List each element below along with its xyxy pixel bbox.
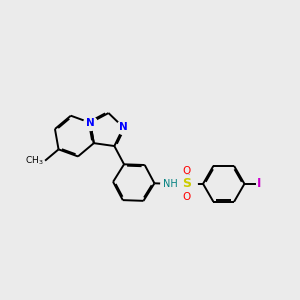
Text: N: N	[86, 118, 94, 128]
Text: CH$_3$: CH$_3$	[25, 154, 44, 167]
Text: O: O	[183, 192, 191, 202]
Text: I: I	[257, 177, 262, 190]
Text: S: S	[182, 177, 191, 190]
Text: O: O	[183, 166, 191, 176]
Text: NH: NH	[163, 179, 177, 189]
Text: N: N	[119, 122, 128, 132]
